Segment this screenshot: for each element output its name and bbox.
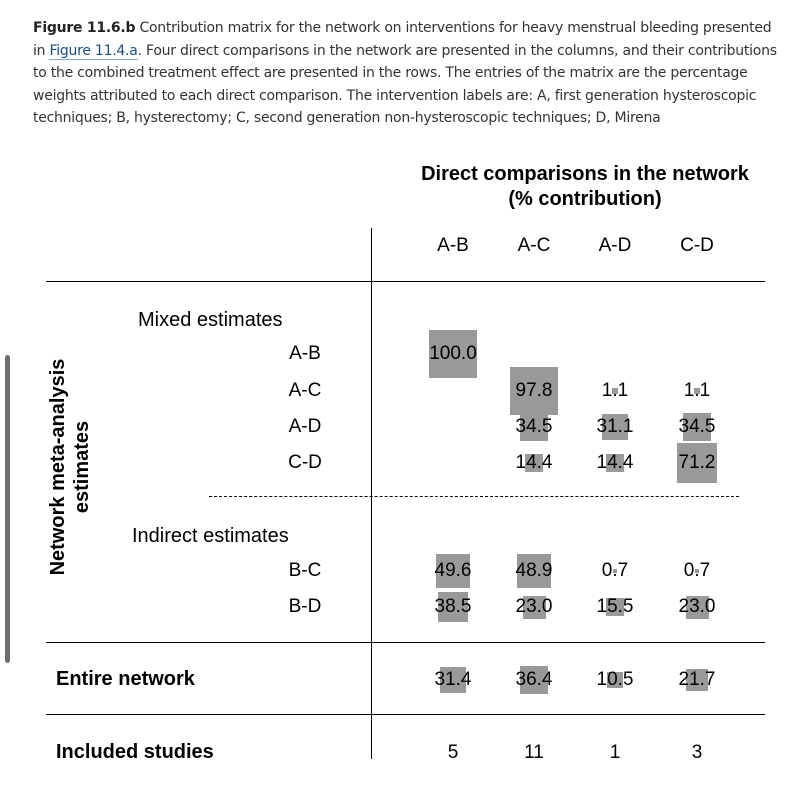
cell-mixed-a-d-c-d-box: [682, 412, 712, 442]
cell-indirect-b-d-a-d-value: 15.5: [596, 596, 634, 617]
cell-mixed-a-d-a-c-box: [519, 412, 549, 442]
cell-indirect-b-d-a-d-box: [605, 597, 625, 617]
row-label-mixed-ac: A-C: [288, 380, 322, 401]
matrix-header-line1: Direct comparisons in the network: [421, 163, 749, 185]
indirect-estimates-label: Indirect estimates: [132, 525, 289, 547]
cell-included-studies-a-d-value: 1: [609, 742, 621, 763]
row-label-mixed-ab: A-B: [289, 343, 321, 364]
cell-indirect-b-d-c-d-value: 23.0: [678, 596, 716, 617]
cell-indirect-b-d-a-b-value: 38.5: [434, 596, 472, 617]
row-label-indirect-bd: B-D: [288, 596, 322, 617]
row-label-mixed-cd: C-D: [288, 452, 322, 473]
row-axis-label-line2: estimates: [71, 420, 93, 514]
matrix-header-line2: (% contribution): [508, 188, 662, 210]
cell-mixed-a-c-c-d-box: [694, 388, 700, 394]
cell-indirect-b-d-c-d-box: [685, 595, 709, 619]
cell-mixed-c-d-c-d-value: 71.2: [678, 452, 716, 473]
row-label-mixed-ad: A-D: [288, 416, 322, 437]
figure-label: Figure 11.6.b: [33, 20, 136, 36]
column-header-ad: A-D: [598, 235, 632, 256]
row-label-indirect-bc: B-C: [288, 560, 322, 581]
cell-indirect-b-c-c-d-box: [695, 569, 700, 574]
cell-mixed-a-b-a-b-value: 100.0: [429, 343, 477, 364]
cell-entire-network-a-d-box: [607, 672, 623, 688]
cell-mixed-a-c-a-c-box: [510, 367, 558, 415]
cell-entire-network-c-d-value: 21.7: [678, 669, 716, 690]
cell-entire-network-a-d-value: 10.5: [596, 669, 634, 690]
row-axis-label-line1: Network meta-analysis: [47, 358, 69, 576]
cell-mixed-a-b-a-b-box: [429, 330, 477, 378]
cell-entire-network-a-c-box: [519, 665, 549, 695]
cell-indirect-b-c-a-b-box: [436, 554, 470, 588]
cell-indirect-b-c-a-c-box: [517, 554, 551, 588]
cell-mixed-c-d-a-d-box: [605, 453, 625, 473]
column-header-ac: A-C: [517, 235, 551, 256]
cell-mixed-a-c-c-d-value: 1.1: [683, 380, 711, 401]
header-divider: [46, 281, 765, 282]
cell-included-studies-c-d-value: 3: [691, 742, 703, 763]
cell-mixed-a-c-a-d-value: 1.1: [601, 380, 629, 401]
row-axis-label: Network meta-analysis estimates: [46, 359, 94, 576]
figure-caption: Figure 11.6.b Contribution matrix for th…: [33, 17, 785, 130]
mixed-indirect-divider: [209, 496, 739, 497]
cell-mixed-a-d-a-c-value: 34.5: [515, 416, 553, 437]
cell-entire-network-a-b-value: 31.4: [434, 669, 472, 690]
cell-indirect-b-c-c-d-value: 0.7: [683, 560, 711, 581]
cell-indirect-b-d-a-c-value: 23.0: [515, 596, 553, 617]
cell-indirect-b-d-a-b-box: [438, 592, 468, 622]
cell-indirect-b-c-a-c-value: 48.9: [515, 560, 553, 581]
vertical-divider: [371, 228, 372, 759]
mixed-estimates-label: Mixed estimates: [138, 309, 283, 331]
scrollbar[interactable]: [5, 355, 10, 663]
cell-mixed-c-d-a-c-box: [524, 453, 544, 473]
column-header-cd: C-D: [680, 235, 714, 256]
included-studies-label: Included studies: [56, 741, 214, 763]
cell-entire-network-c-d-box: [685, 668, 709, 692]
cell-mixed-c-d-a-d-value: 14.4: [596, 452, 634, 473]
cell-included-studies-a-b-value: 5: [447, 742, 459, 763]
network-divider: [46, 642, 765, 643]
column-header-ab: A-B: [437, 235, 469, 256]
cell-mixed-c-d-a-c-value: 14.4: [515, 452, 553, 473]
cell-mixed-a-c-a-c-value: 97.8: [515, 380, 553, 401]
cell-entire-network-a-c-value: 36.4: [515, 669, 553, 690]
cell-indirect-b-d-a-c-box: [522, 595, 546, 619]
cell-mixed-a-d-c-d-value: 34.5: [678, 416, 716, 437]
cell-mixed-a-d-a-d-box: [601, 413, 629, 441]
cell-indirect-b-c-a-d-box: [613, 569, 618, 574]
caption-text-1: Contribution matrix for the network on i…: [33, 20, 772, 59]
studies-divider: [46, 714, 765, 715]
cell-indirect-b-c-a-d-value: 0.7: [601, 560, 629, 581]
figure-link[interactable]: Figure 11.4.a: [49, 42, 138, 60]
cell-indirect-b-c-a-b-value: 49.6: [434, 560, 472, 581]
cell-included-studies-a-c-value: 11: [524, 742, 544, 763]
cell-mixed-a-c-a-d-box: [612, 388, 618, 394]
cell-entire-network-a-b-box: [439, 666, 467, 694]
cell-mixed-c-d-c-d-box: [676, 442, 718, 484]
caption-text-2: . Four direct comparisons in the network…: [33, 42, 777, 127]
entire-network-label: Entire network: [56, 668, 195, 690]
cell-mixed-a-d-a-d-value: 31.1: [596, 416, 634, 437]
